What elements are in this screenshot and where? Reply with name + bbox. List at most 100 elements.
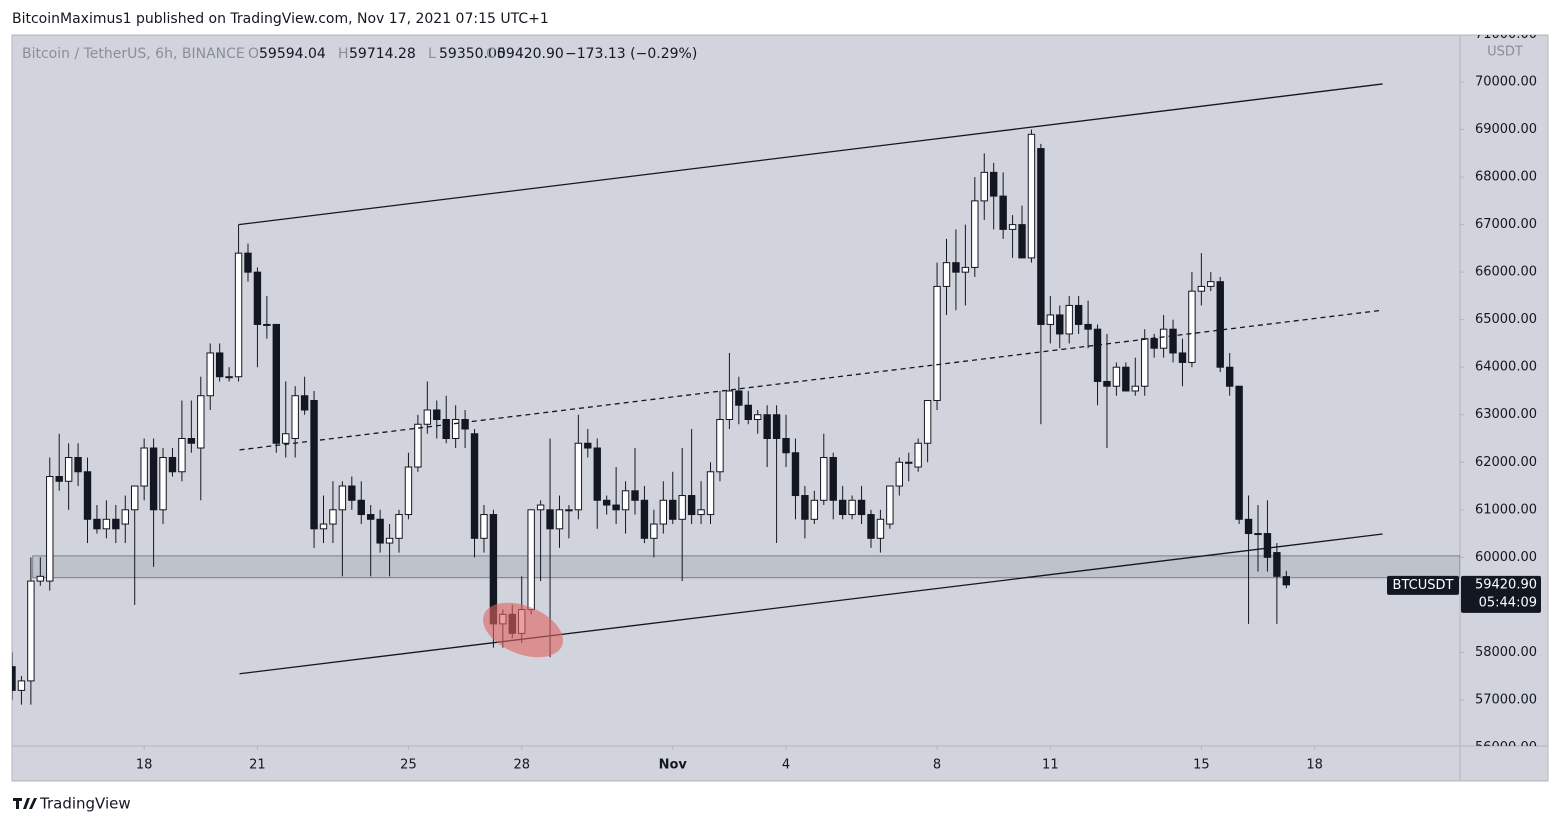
price-tag: BTCUSDT 59420.90 05:44:09 [1387, 575, 1541, 613]
candle-body [999, 195, 1007, 230]
candle-body [886, 485, 894, 525]
candle-body [555, 509, 564, 530]
footer-text: TradingView [39, 795, 131, 813]
candle-body [593, 447, 601, 501]
candle-body [602, 499, 611, 506]
candle-body [1037, 148, 1045, 325]
candle-body [1263, 533, 1272, 558]
candle-body [131, 485, 139, 511]
x-tick-label: 4 [782, 758, 790, 773]
candle-body [1008, 224, 1017, 230]
candle-body [801, 495, 809, 520]
trendline [238, 83, 1383, 226]
candle-body [810, 499, 819, 520]
candle-body [1084, 323, 1092, 330]
candle-body [215, 352, 224, 378]
candle-body [366, 514, 375, 520]
candle-body [1254, 533, 1262, 536]
candle-body [1074, 304, 1083, 325]
chart-frame [11, 34, 1549, 782]
trendline [239, 533, 1383, 675]
candle-body [1159, 328, 1168, 349]
candle-body [876, 518, 885, 539]
candle-body [923, 399, 932, 444]
y-tick-label: 57000.00 [1475, 692, 1537, 707]
candle-body [1188, 290, 1196, 363]
support-zone [32, 555, 1460, 579]
candle-body [83, 471, 92, 520]
x-tick-label: 25 [400, 758, 417, 773]
candle-body [1056, 314, 1064, 335]
candle-body [1046, 314, 1055, 325]
candle-body [659, 499, 668, 525]
candle-body [168, 457, 177, 473]
y-tick-label: 69000.00 [1475, 122, 1537, 137]
candle-body [244, 252, 252, 273]
candle-body [12, 666, 16, 691]
candle-body [234, 252, 243, 378]
candle-body [338, 485, 347, 511]
candle-body [385, 537, 394, 544]
candle-body [725, 390, 734, 420]
candle-body [971, 200, 979, 268]
candle-body [102, 518, 111, 530]
candle-body [404, 466, 413, 516]
y-tick-label: 56000.00 [1475, 740, 1537, 755]
candle-body [1103, 380, 1111, 387]
y-tick-label: 71000.00 [1475, 27, 1537, 42]
candle-body [329, 509, 337, 525]
candle-body [612, 504, 620, 511]
candle-body [93, 518, 101, 530]
candle-body [442, 418, 450, 440]
candle-body [1225, 366, 1234, 387]
candle-body [310, 399, 318, 530]
x-tick-label: 28 [513, 758, 530, 773]
candle-body [348, 485, 356, 501]
candle-body [706, 471, 715, 516]
candle-body [744, 404, 752, 420]
y-tick-label: 63000.00 [1475, 407, 1537, 422]
candle-body [763, 414, 771, 440]
legend-letter: C [486, 46, 496, 62]
candle-body [565, 509, 573, 512]
candle-body [942, 262, 951, 287]
legend-letter: H [338, 46, 349, 62]
candle-body [376, 518, 384, 544]
candle-body [754, 414, 762, 420]
candle-body [55, 476, 63, 482]
logo-icon [13, 798, 37, 809]
candle-body [451, 418, 460, 440]
y-tick-label: 67000.00 [1475, 217, 1537, 232]
y-tick-label: 64000.00 [1475, 360, 1537, 375]
candle-body [735, 390, 743, 406]
candle-body [961, 266, 970, 273]
candle-body [178, 438, 186, 473]
candle-body [121, 509, 129, 525]
candle-body [574, 442, 583, 511]
plot-area [12, 83, 1460, 705]
candle-body [395, 514, 403, 539]
candle-body [46, 476, 54, 582]
chart-background [12, 35, 1548, 781]
candle-body [820, 457, 828, 501]
candle-body [772, 414, 781, 440]
legend-letter: L [428, 46, 436, 62]
candle-body [1178, 352, 1187, 363]
legend-value: 59594.04 [259, 46, 326, 62]
candle-body [1273, 552, 1281, 577]
candle-body [1131, 385, 1139, 392]
ohlc-legend: O 59594.04 H 59714.28 L 59350.00C 59420.90 [248, 46, 564, 62]
footer-logo: TradingView [13, 795, 131, 813]
candle-body [1282, 576, 1291, 586]
candle-body [933, 285, 941, 401]
candle-body [546, 509, 554, 530]
candle-body [1169, 328, 1177, 354]
candle-body [1018, 224, 1026, 259]
candle-body [1197, 285, 1206, 292]
candle-body [272, 323, 281, 444]
y-tick-label: 66000.00 [1475, 265, 1537, 280]
y-tick-label: 60000.00 [1475, 550, 1537, 565]
candle-body [631, 490, 639, 501]
candle-body [640, 499, 649, 539]
x-tick-label: 15 [1193, 758, 1210, 773]
